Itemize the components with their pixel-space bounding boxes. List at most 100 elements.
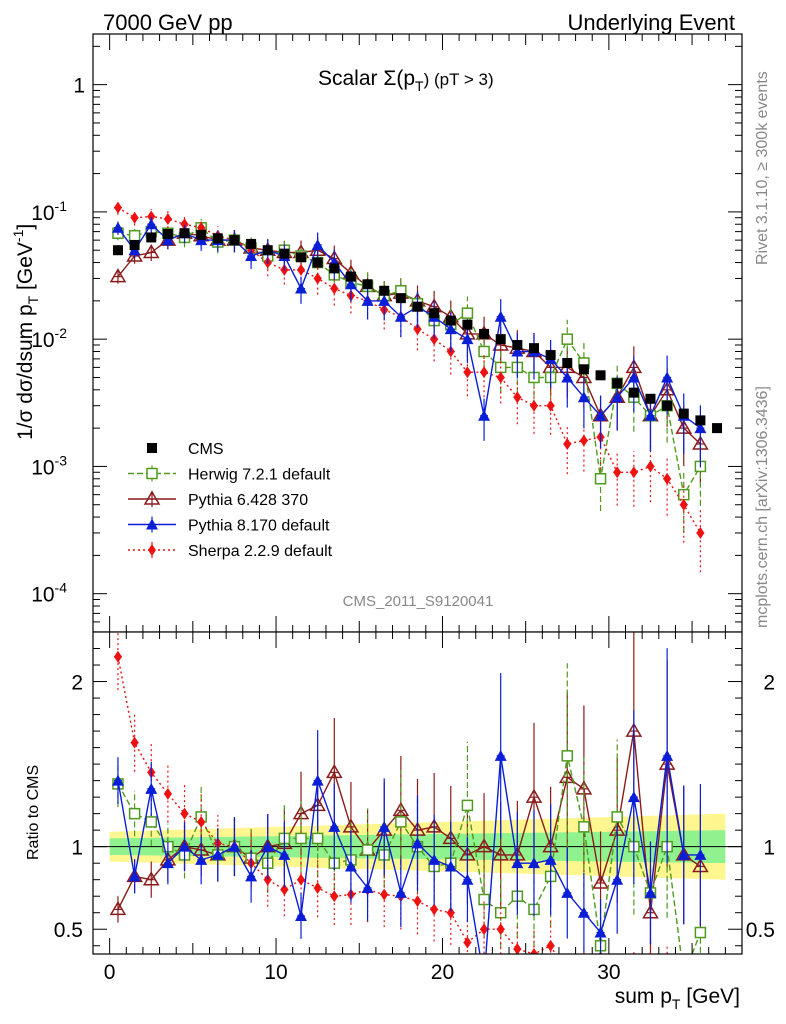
ratio-point-pythia8 xyxy=(677,848,690,860)
legend: CMS Herwig 7.2.1 default Pythia 6.428 370 P… xyxy=(128,441,333,560)
data-point-sherpa xyxy=(663,472,672,485)
ratio-point-pythia8 xyxy=(328,820,341,832)
data-point-pythia8 xyxy=(561,371,574,383)
y-tick-label-base: 10 xyxy=(31,329,54,352)
data-point-cms xyxy=(445,315,456,326)
data-point-cms xyxy=(678,408,689,419)
ratio-point-sherpa xyxy=(197,815,206,828)
ratio-point-sherpa xyxy=(446,906,455,919)
data-point-cms xyxy=(212,233,223,244)
ratio-point-sherpa xyxy=(113,650,122,663)
ratio-point-herwig xyxy=(694,926,707,939)
ratio-point-pythia8 xyxy=(511,857,524,869)
ratio-point-pythia8 xyxy=(694,848,707,860)
data-point-sherpa xyxy=(113,201,122,214)
mcplots-reference-label: mcplots.cern.ch [arXiv:1306.3436] xyxy=(754,386,771,628)
main-ylabel-sub: T xyxy=(25,295,41,304)
data-point-pythia8 xyxy=(478,409,491,421)
data-point-cms xyxy=(379,285,390,296)
ratio-point-pythia8 xyxy=(577,906,590,918)
legend-label-pythia6: Pythia 6.428 370 xyxy=(188,492,308,509)
data-point-cms xyxy=(395,293,406,304)
legend-marker-sherpa xyxy=(148,544,156,556)
ratio-point-pythia6 xyxy=(592,874,609,889)
data-point-pythia8 xyxy=(394,310,407,322)
ratio-point-pythia8 xyxy=(145,782,158,794)
data-point-sherpa xyxy=(130,211,139,224)
data-point-sherpa xyxy=(480,366,489,379)
data-point-pythia8 xyxy=(111,221,124,233)
data-point-herwig xyxy=(128,229,141,242)
main-ylabel-tail: [GeV xyxy=(14,242,37,296)
y-tick-label-exp: -3 xyxy=(55,452,68,468)
data-point-sherpa xyxy=(297,263,306,276)
ratio-point-herwig xyxy=(611,811,623,823)
y-tick-label-exp: -4 xyxy=(55,580,68,596)
ratio-point-sherpa xyxy=(563,968,571,980)
data-point-cms xyxy=(412,301,423,312)
ratio-point-pythia8 xyxy=(428,853,441,865)
ratio-point-herwig xyxy=(311,832,324,845)
data-point-cms xyxy=(578,364,589,375)
data-point-herwig xyxy=(461,307,474,319)
data-point-sherpa xyxy=(330,282,339,295)
ratio-point-sherpa xyxy=(513,943,522,954)
data-point-herwig xyxy=(594,473,607,485)
ratio-point-sherpa xyxy=(380,888,389,901)
ratio-point-sherpa xyxy=(463,936,472,949)
data-point-pythia8 xyxy=(511,345,524,357)
main-plot-panel: 10-410-310-210-11 Scalar Σ(pT) (pT > 3) … xyxy=(10,33,743,633)
main-axes: 10-410-310-210-11 xyxy=(31,34,742,633)
header-right: Underlying Event xyxy=(567,10,735,35)
ratio-point-herwig xyxy=(128,807,141,820)
data-point-sherpa xyxy=(546,399,555,412)
data-point-sherpa xyxy=(529,399,538,412)
legend-entry-pythia6: Pythia 6.428 370 xyxy=(128,490,308,509)
ratio-point-pythia8 xyxy=(311,774,324,786)
main-ylabel-main: 1/σ dσ/dsum p xyxy=(14,304,37,440)
x-tick-label: 30 xyxy=(597,961,620,984)
data-point-pythia8 xyxy=(145,218,158,230)
ratio-point-pythia8 xyxy=(128,870,141,882)
data-point-pythia6 xyxy=(109,268,127,283)
ratio-plot-panel: 0.5 0.51 12 20 10 20 30 Ratio to CMS sum pT [G… xyxy=(25,631,775,1012)
data-point-sherpa xyxy=(513,391,522,404)
ratio-point-pythia8 xyxy=(344,860,357,872)
data-point-sherpa xyxy=(629,466,638,479)
ratio-line-sherpa xyxy=(117,656,557,954)
data-point-pythia8 xyxy=(311,238,324,250)
data-point-cms xyxy=(695,415,706,426)
ratio-point-pythia8 xyxy=(527,857,540,869)
y-tick-label: 10-1 xyxy=(31,198,67,225)
ratio-point-sherpa xyxy=(430,903,439,916)
ratio-point-sherpa xyxy=(580,960,588,972)
ratio-point-pythia8 xyxy=(361,881,374,893)
legend-label-herwig: Herwig 7.2.1 default xyxy=(188,467,331,484)
data-point-cms xyxy=(712,423,723,434)
data-point-sherpa xyxy=(679,498,688,511)
ratio-point-sherpa xyxy=(630,966,638,978)
data-point-pythia8 xyxy=(594,409,607,421)
data-point-cms xyxy=(645,393,656,404)
data-point-cms xyxy=(595,370,606,381)
data-point-pythia8 xyxy=(245,250,258,262)
ratio-point-pythia8 xyxy=(411,837,424,849)
ratio-point-herwig xyxy=(461,799,474,812)
data-point-pythia8 xyxy=(494,310,507,322)
series-line-herwig xyxy=(117,226,702,497)
data-point-cms xyxy=(562,357,573,368)
legend-marker-pythia6 xyxy=(143,490,161,505)
main-title: Scalar Σ(pT) (pT > 3) xyxy=(318,67,494,94)
data-point-cms xyxy=(162,229,173,240)
y-tick-label-base: 10 xyxy=(31,456,54,479)
ratio-point-pythia6 xyxy=(109,900,127,916)
data-point-herwig xyxy=(478,345,490,358)
y-tick-label: 10-2 xyxy=(31,325,67,352)
data-point-cms xyxy=(362,279,373,290)
ratio-point-pythia8 xyxy=(444,860,457,872)
ratio-point-pythia8 xyxy=(378,820,391,832)
x-tick-label: 10 xyxy=(264,961,287,984)
ratio-point-sherpa xyxy=(280,883,289,896)
legend-label-pythia8: Pythia 8.170 default xyxy=(188,518,330,535)
